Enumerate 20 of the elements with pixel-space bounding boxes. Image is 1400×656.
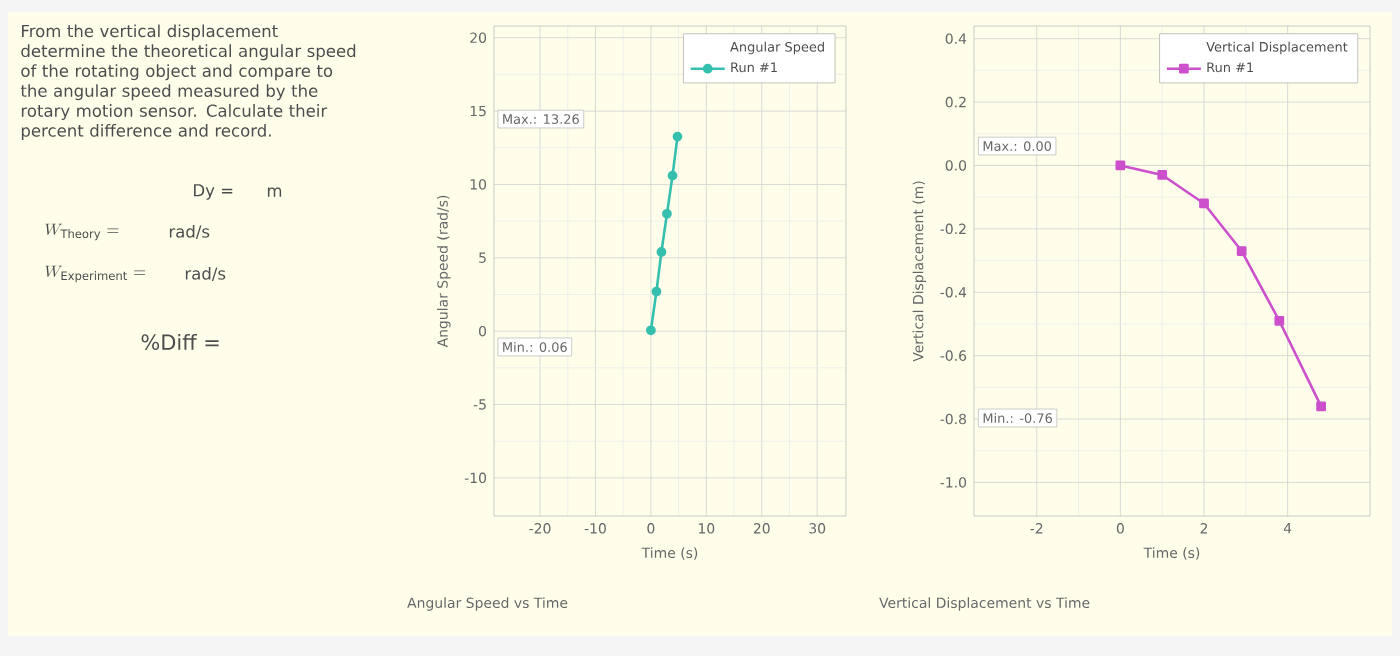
text: From the vertical displacement determine the theoretical angular speed of the rotating object and compare to the angular speed measured by the rotary motion sensor. Calculate their percent difference and record. [20, 24, 356, 141]
point [1157, 170, 1168, 180]
point [672, 131, 683, 142]
point [656, 247, 667, 257]
point [651, 286, 662, 297]
point [646, 325, 656, 336]
text: $W_{\mathrm{Experiment}} =$ [45, 265, 146, 283]
text: rad/s [169, 224, 210, 240]
point [1115, 160, 1126, 171]
point [1316, 401, 1326, 412]
point [1199, 198, 1209, 209]
point [1274, 315, 1285, 326]
point [662, 208, 672, 219]
text: Dy = [194, 184, 233, 200]
text: rad/s [185, 266, 226, 282]
text: %Diff = [141, 333, 219, 351]
text: m [267, 187, 282, 197]
point [667, 170, 678, 181]
point [1236, 246, 1247, 256]
text: $W_{\mathrm{Theory}} =$ [45, 223, 119, 241]
